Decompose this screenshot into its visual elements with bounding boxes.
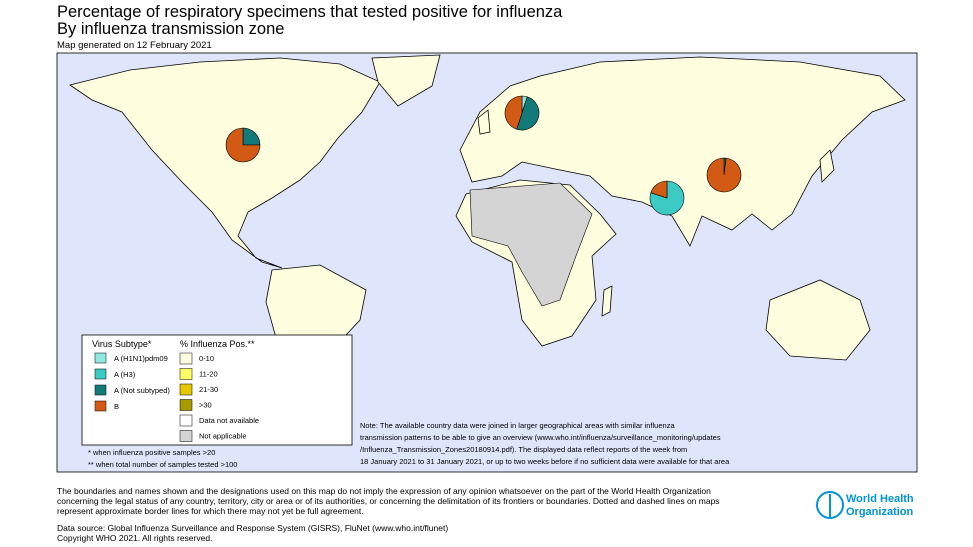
australia bbox=[765, 279, 871, 361]
pie-group bbox=[225, 95, 742, 216]
legend-swatch bbox=[179, 414, 193, 427]
legend-swatch bbox=[94, 352, 107, 364]
pie-slice bbox=[650, 180, 668, 199]
legend-pos-title: % Influenza Pos.** bbox=[180, 339, 255, 349]
legend-label: 0-10 bbox=[199, 354, 214, 363]
pie-slice bbox=[706, 157, 742, 193]
note-line: /Influenza_Transmission_Zones20180914.pd… bbox=[360, 445, 687, 454]
disclaimer: The boundaries and names shown and the d… bbox=[57, 486, 720, 516]
note-line: 18 January 2021 to 31 January 2021, or u… bbox=[360, 457, 730, 466]
disclaimer-line: concerning the legal status of any count… bbox=[57, 496, 720, 506]
who-logo: World Health Organization bbox=[816, 491, 914, 519]
legend-label: 11-20 bbox=[199, 370, 218, 379]
subtitle: By influenza transmission zone bbox=[57, 20, 284, 38]
legend-box bbox=[81, 334, 353, 446]
legend-swatch bbox=[179, 383, 193, 396]
pie-slice bbox=[504, 95, 523, 130]
title: Percentage of respiratory specimens that… bbox=[57, 3, 563, 21]
note-line: transmission patterns to be able to give… bbox=[360, 433, 721, 442]
legend-label: B bbox=[114, 402, 119, 411]
legend-label: >30 bbox=[199, 401, 212, 410]
pie-slice bbox=[225, 127, 261, 163]
logo-text: World Health bbox=[846, 493, 914, 505]
logo-text: Organization bbox=[846, 506, 914, 518]
generated-date: Map generated on 12 February 2021 bbox=[57, 40, 212, 51]
japan bbox=[819, 149, 835, 183]
legend-swatch bbox=[94, 368, 107, 380]
legend-label: A (H1N1)pdm09 bbox=[114, 354, 168, 363]
legend-label: Not applicable bbox=[199, 432, 247, 441]
note-line: Note: The available country data were jo… bbox=[360, 421, 675, 430]
north-america bbox=[69, 57, 381, 269]
disclaimer-line: The boundaries and names shown and the d… bbox=[57, 486, 711, 496]
eurasia bbox=[459, 56, 906, 247]
greenland bbox=[371, 54, 441, 107]
legend-subtype-title: Virus Subtype* bbox=[92, 339, 152, 349]
source: Data source: Global Influenza Surveillan… bbox=[57, 523, 448, 533]
legend-label: A (H3) bbox=[114, 370, 136, 379]
disclaimer-line: represent approximate border lines for w… bbox=[57, 506, 364, 516]
uk bbox=[477, 109, 491, 135]
pie-slice bbox=[516, 96, 540, 131]
legend-swatch bbox=[179, 430, 193, 442]
note: Note: The available country data were jo… bbox=[360, 421, 730, 466]
legend-swatch bbox=[179, 368, 193, 380]
legend-label: Data not available bbox=[199, 416, 259, 425]
madagascar bbox=[601, 285, 613, 317]
legend-swatch bbox=[179, 399, 193, 411]
africa-not-applicable bbox=[469, 182, 593, 307]
legend-label: A (Not subtyped) bbox=[114, 386, 170, 395]
legend-swatch bbox=[94, 400, 107, 412]
footnote: * when influenza positive samples >20 bbox=[88, 448, 215, 457]
footnote: ** when total number of samples tested >… bbox=[88, 460, 237, 469]
copyright: Copyright WHO 2021. All rights reserved. bbox=[57, 533, 212, 543]
legend: Virus Subtype* % Influenza Pos.** A (H1N… bbox=[81, 334, 353, 446]
legend-swatch bbox=[179, 352, 193, 365]
legend-label: 21-30 bbox=[199, 385, 218, 394]
legend-swatch bbox=[94, 384, 107, 396]
